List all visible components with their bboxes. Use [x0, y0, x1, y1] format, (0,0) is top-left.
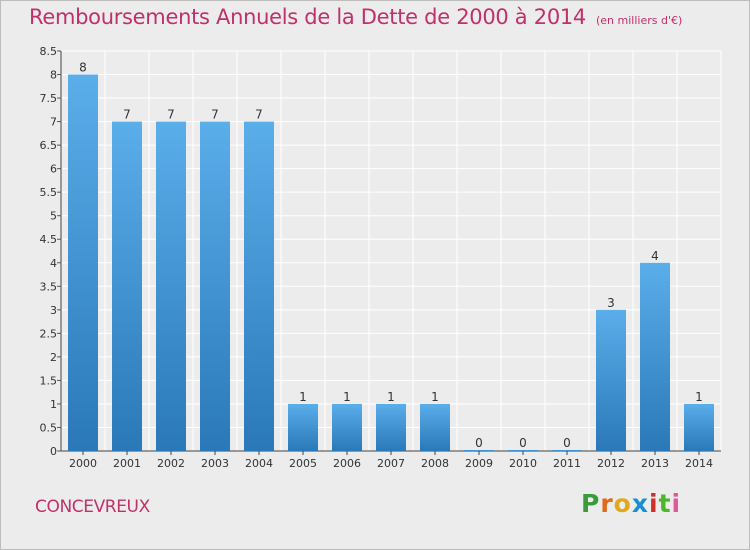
- y-tick-label: 0.5: [40, 421, 58, 434]
- data-label: 7: [167, 108, 175, 122]
- y-tick-label: 3: [50, 304, 57, 317]
- chart-title-text: Remboursements Annuels de la Dette de 20…: [29, 5, 586, 29]
- brand-letter: t: [658, 489, 672, 518]
- x-tick-label: 2000: [69, 457, 97, 470]
- y-tick-label: 6: [50, 163, 57, 176]
- y-tick-label: 6.5: [40, 139, 58, 152]
- data-label: 1: [387, 390, 395, 404]
- x-tick-label: 2012: [597, 457, 625, 470]
- data-label: 7: [123, 108, 131, 122]
- brand-letter: o: [613, 489, 632, 518]
- bar: [244, 121, 274, 452]
- data-label: 0: [519, 436, 527, 450]
- x-tick-label: 2009: [465, 457, 493, 470]
- chart-subtitle: (en milliers d'€): [596, 14, 683, 27]
- data-label: 1: [299, 390, 307, 404]
- x-tick-label: 2003: [201, 457, 229, 470]
- data-label: 1: [431, 390, 439, 404]
- brand-letter: i: [671, 489, 682, 518]
- bar: [200, 121, 230, 452]
- bar: [288, 403, 318, 451]
- y-tick-label: 4.5: [40, 233, 58, 246]
- data-label: 4: [651, 249, 659, 263]
- x-tick-label: 2001: [113, 457, 141, 470]
- data-label: 8: [79, 61, 87, 75]
- y-tick-label: 5: [50, 210, 57, 223]
- y-tick-label: 8.5: [40, 45, 58, 58]
- commune-name: CONCEVREUX: [35, 497, 150, 517]
- bar: [112, 121, 142, 452]
- x-tick-label: 2004: [245, 457, 273, 470]
- bar: [332, 403, 362, 451]
- x-tick-label: 2010: [509, 457, 537, 470]
- data-label: 0: [563, 436, 571, 450]
- y-tick-label: 2.5: [40, 327, 58, 340]
- data-label: 7: [211, 108, 219, 122]
- x-tick-label: 2006: [333, 457, 361, 470]
- bar: [596, 309, 626, 451]
- y-tick-label: 1.5: [40, 374, 58, 387]
- y-tick-label: 2: [50, 351, 57, 364]
- x-tick-label: 2005: [289, 457, 317, 470]
- y-tick-label: 1: [50, 398, 57, 411]
- proxiti-logo: Proxiti: [581, 489, 681, 518]
- brand-letter: x: [631, 489, 649, 518]
- brand-letter: P: [581, 489, 601, 518]
- bar: [640, 262, 670, 451]
- x-tick-label: 2014: [685, 457, 713, 470]
- x-tick-label: 2011: [553, 457, 581, 470]
- bar: [156, 121, 186, 452]
- bar: [508, 450, 538, 451]
- y-tick-label: 5.5: [40, 186, 58, 199]
- data-label: 1: [343, 390, 351, 404]
- y-tick-label: 4: [50, 257, 57, 270]
- data-label: 0: [475, 436, 483, 450]
- bar: [552, 450, 582, 451]
- x-tick-label: 2007: [377, 457, 405, 470]
- y-tick-label: 7.5: [40, 92, 58, 105]
- bar: [68, 74, 98, 451]
- bar: [464, 450, 494, 451]
- data-label: 3: [607, 296, 615, 310]
- brand-letter: i: [649, 489, 659, 518]
- bar: [684, 403, 714, 451]
- y-tick-label: 3.5: [40, 280, 58, 293]
- y-tick-label: 8: [50, 69, 57, 82]
- y-tick-label: 0: [50, 445, 57, 458]
- x-tick-label: 2002: [157, 457, 185, 470]
- data-label: 7: [255, 108, 263, 122]
- x-tick-label: 2013: [641, 457, 669, 470]
- bar: [376, 403, 406, 451]
- x-tick-label: 2008: [421, 457, 449, 470]
- brand-letter: r: [600, 489, 614, 518]
- data-label: 1: [695, 390, 703, 404]
- chart-title: Remboursements Annuels de la Dette de 20…: [29, 5, 682, 29]
- y-tick-label: 7: [50, 116, 57, 129]
- bar: [420, 403, 450, 451]
